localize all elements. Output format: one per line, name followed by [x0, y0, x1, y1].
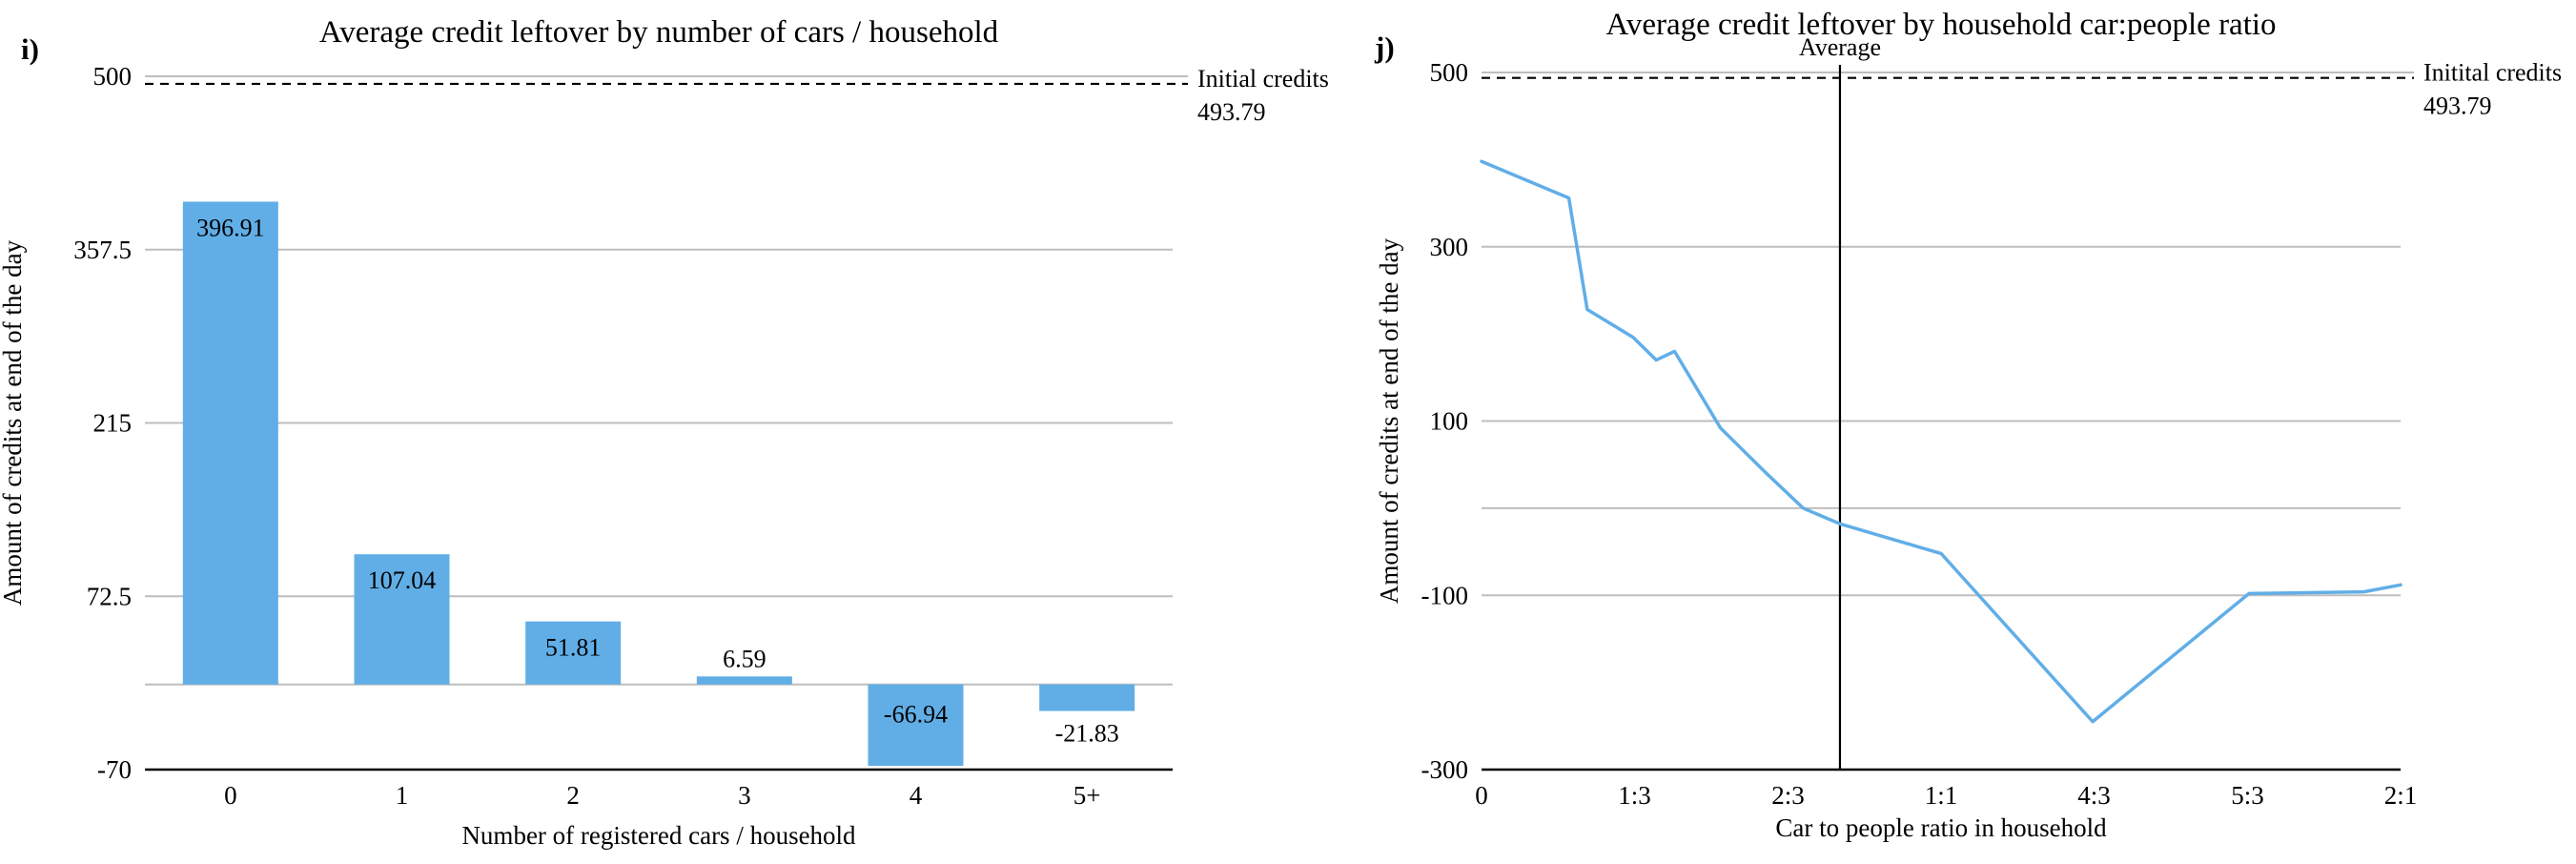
x-tick-label: 2:1	[2384, 781, 2418, 810]
y-tick-label: 500	[1430, 58, 1469, 87]
x-tick-label: 1:3	[1618, 781, 1651, 810]
bar-value-label: 51.81	[545, 634, 602, 662]
x-tick-label: 4	[910, 781, 923, 810]
x-axis-title: Car to people ratio in household	[1775, 813, 2107, 842]
bar	[1039, 684, 1135, 711]
y-tick-label: -70	[97, 755, 132, 784]
chart-title: Average credit leftover by household car…	[1605, 8, 2276, 42]
y-tick-label: 500	[93, 62, 133, 91]
x-tick-label: 1:1	[1925, 781, 1958, 810]
bar-chart-panel: 500 357.5 215 72.5 -70 Average credit leftove…	[0, 15, 1329, 850]
y-axis-title: Amount of credits at end of the day	[1375, 237, 1403, 604]
x-tick-label: 0	[1475, 781, 1488, 810]
bar-value-label: 396.91	[196, 214, 265, 241]
y-tick-label: 357.5	[73, 236, 132, 264]
x-tick-label: 1	[396, 781, 409, 810]
bar	[354, 554, 450, 685]
x-tick-label: 0	[224, 781, 237, 810]
data-line	[1480, 159, 2402, 724]
line-chart-canvas: 500 300 100 -100 -300 Average credit leftover…	[1374, 8, 2562, 842]
y-axis-title: Amount of credits at end of the day	[0, 239, 27, 606]
bar	[868, 684, 964, 767]
bar	[696, 676, 792, 685]
y-tick-label: 300	[1430, 233, 1469, 261]
x-tick-label: 5:3	[2231, 781, 2264, 810]
panel-label: i)	[21, 32, 39, 66]
x-tick-label: 3	[738, 781, 751, 810]
y-tick-label: -300	[1421, 755, 1469, 784]
bar-chart-canvas: 500 357.5 215 72.5 -70 Average credit leftove…	[0, 15, 1329, 850]
bar-value-label: 6.59	[723, 645, 767, 672]
initial-credits-value: 493.79	[2423, 93, 2492, 120]
line-chart-panel: 500 300 100 -100 -300 Average credit leftover…	[1354, 0, 2576, 864]
y-tick-label: 100	[1430, 407, 1469, 436]
chart-title: Average credit leftover by number of car…	[319, 15, 999, 50]
bar-value-label: 107.04	[368, 566, 437, 594]
x-axis-title: Number of registered cars / household	[461, 821, 856, 850]
y-tick-label: 215	[93, 409, 133, 438]
x-tick-label: 2	[566, 781, 580, 810]
initial-credits-label: Initital credits	[2423, 59, 2562, 87]
y-tick-label: 72.5	[87, 582, 132, 610]
x-tick-label: 4:3	[2077, 781, 2111, 810]
bar-value-label: -66.94	[884, 701, 948, 729]
x-tick-label: 5+	[1073, 781, 1101, 810]
initial-credits-label: Initial credits	[1197, 65, 1329, 93]
initial-credits-value: 493.79	[1197, 98, 1266, 126]
y-tick-label: -100	[1421, 581, 1469, 609]
bar	[525, 621, 622, 685]
x-tick-label: 2:3	[1771, 781, 1805, 810]
average-label: Average	[1799, 33, 1881, 61]
bar-value-label: -21.83	[1055, 720, 1119, 748]
bar	[182, 201, 278, 685]
panel-label: j)	[1374, 31, 1395, 64]
